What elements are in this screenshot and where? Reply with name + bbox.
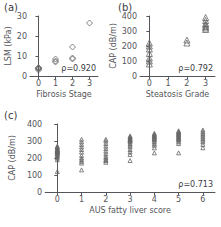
svg-text:300: 300 xyxy=(122,27,137,36)
svg-text:CAP (dB/m): CAP (dB/m) xyxy=(8,135,17,181)
svg-text:1: 1 xyxy=(166,79,171,88)
svg-text:1: 1 xyxy=(53,79,58,88)
svg-text:0: 0 xyxy=(37,188,42,197)
svg-text:300: 300 xyxy=(27,137,42,146)
svg-text:(a): (a) xyxy=(4,2,18,13)
svg-text:0: 0 xyxy=(132,72,137,81)
svg-text:Fibrosis Stage: Fibrosis Stage xyxy=(36,90,92,99)
svg-text:AUS fatty liver score: AUS fatty liver score xyxy=(89,206,171,215)
svg-text:Steatosis Grade: Steatosis Grade xyxy=(146,90,210,99)
svg-text:2: 2 xyxy=(70,79,75,88)
svg-text:3: 3 xyxy=(128,195,133,204)
svg-text:30: 30 xyxy=(17,12,27,21)
svg-text:3: 3 xyxy=(203,79,208,88)
svg-text:ρ=0.792: ρ=0.792 xyxy=(178,64,213,73)
svg-text:ρ=0.713: ρ=0.713 xyxy=(178,180,213,189)
svg-text:6: 6 xyxy=(200,195,205,204)
svg-text:CAP (dB/m): CAP (dB/m) xyxy=(109,23,118,69)
svg-text:0: 0 xyxy=(55,195,60,204)
svg-text:10: 10 xyxy=(17,52,27,61)
svg-text:3: 3 xyxy=(87,79,92,88)
svg-text:LSM (kPa): LSM (kPa) xyxy=(4,26,13,65)
svg-text:0: 0 xyxy=(36,79,41,88)
svg-text:ρ=0.920: ρ=0.920 xyxy=(61,64,96,73)
svg-text:0: 0 xyxy=(147,79,152,88)
svg-text:(c): (c) xyxy=(4,110,17,121)
svg-text:20: 20 xyxy=(17,32,27,41)
svg-text:200: 200 xyxy=(122,42,137,51)
svg-text:400: 400 xyxy=(122,12,137,21)
svg-text:100: 100 xyxy=(27,171,42,180)
svg-text:5: 5 xyxy=(176,195,181,204)
svg-text:1: 1 xyxy=(79,195,84,204)
svg-text:2: 2 xyxy=(184,79,189,88)
svg-text:(b): (b) xyxy=(118,2,132,13)
svg-text:100: 100 xyxy=(122,57,137,66)
svg-text:400: 400 xyxy=(27,120,42,129)
svg-text:4: 4 xyxy=(152,195,157,204)
svg-text:0: 0 xyxy=(22,72,27,81)
svg-text:2: 2 xyxy=(103,195,108,204)
svg-text:200: 200 xyxy=(27,154,42,163)
